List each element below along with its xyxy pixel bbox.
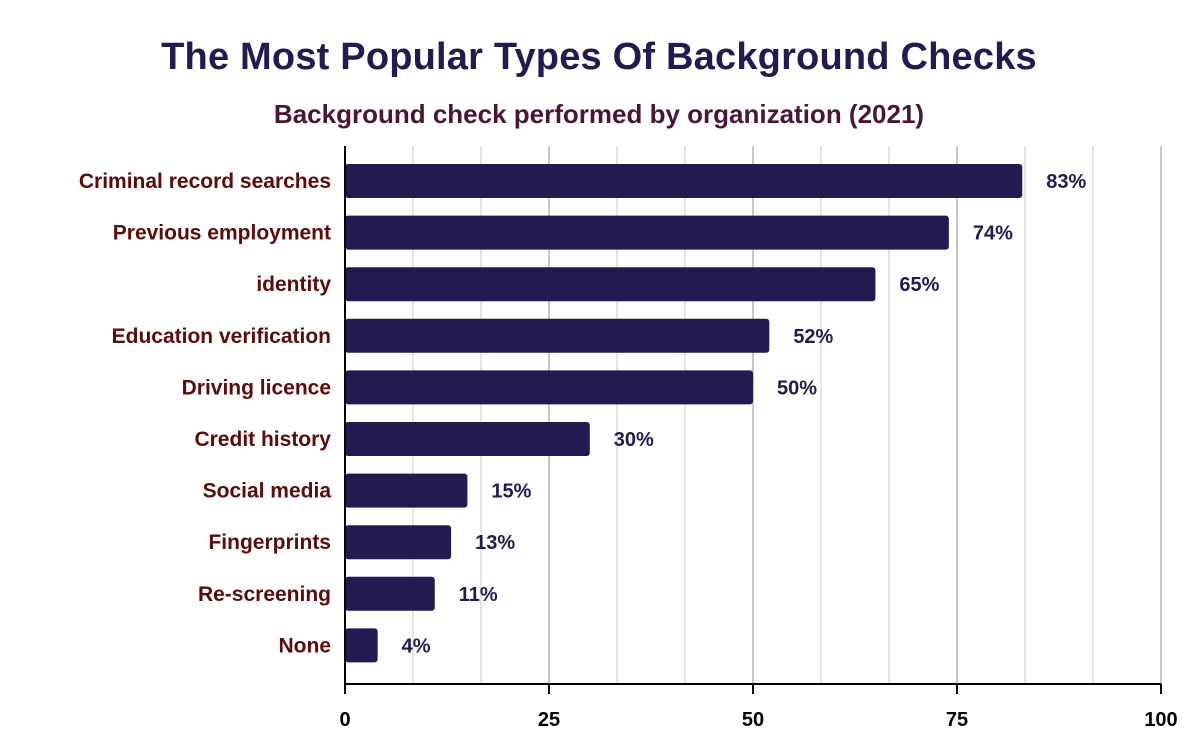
category-label: Previous employment xyxy=(113,222,331,245)
data-label: 74% xyxy=(973,223,1013,245)
chart-subtitle: Background check performed by organizati… xyxy=(273,99,925,129)
bars xyxy=(345,164,1023,663)
x-tick-label: 75 xyxy=(946,709,968,731)
x-tick-label: 25 xyxy=(538,709,560,731)
data-label: 65% xyxy=(899,274,939,296)
bar-0 xyxy=(345,164,1023,198)
category-label: Criminal record searches xyxy=(79,170,331,193)
category-label: Social media xyxy=(203,480,332,503)
bar-1 xyxy=(345,215,949,250)
bar-7 xyxy=(345,525,452,560)
bar-9 xyxy=(345,628,378,663)
category-label: Fingerprints xyxy=(208,531,331,554)
data-label: 15% xyxy=(491,481,531,503)
x-tick-label: 50 xyxy=(742,709,764,731)
x-tick-label: 100 xyxy=(1144,709,1177,731)
data-label: 50% xyxy=(777,377,817,399)
bar-6 xyxy=(345,473,468,508)
x-axis: 0 25 50 75 100 xyxy=(339,146,1178,731)
data-label: 4% xyxy=(402,635,431,657)
data-label: 30% xyxy=(614,429,654,451)
category-label: Education verification xyxy=(112,325,331,348)
bar-2 xyxy=(345,267,876,302)
category-label: identity xyxy=(256,273,331,296)
x-tick-label: 0 xyxy=(339,709,350,731)
labels: Criminal record searches 83% Previous empl… xyxy=(79,170,1087,657)
data-label: 52% xyxy=(793,326,833,348)
category-label: Re-screening xyxy=(198,583,331,606)
bar-8 xyxy=(345,576,435,611)
bar-4 xyxy=(345,370,753,405)
chart-title: The Most Popular Types Of Background Che… xyxy=(161,36,1037,78)
data-label: 13% xyxy=(475,532,515,554)
category-label: Credit history xyxy=(194,428,331,451)
data-label: 11% xyxy=(459,584,498,606)
data-label: 83% xyxy=(1046,171,1086,193)
category-label: None xyxy=(279,634,332,657)
bar-5 xyxy=(345,422,590,456)
bar-3 xyxy=(345,318,770,353)
category-label: Driving licence xyxy=(182,376,331,399)
